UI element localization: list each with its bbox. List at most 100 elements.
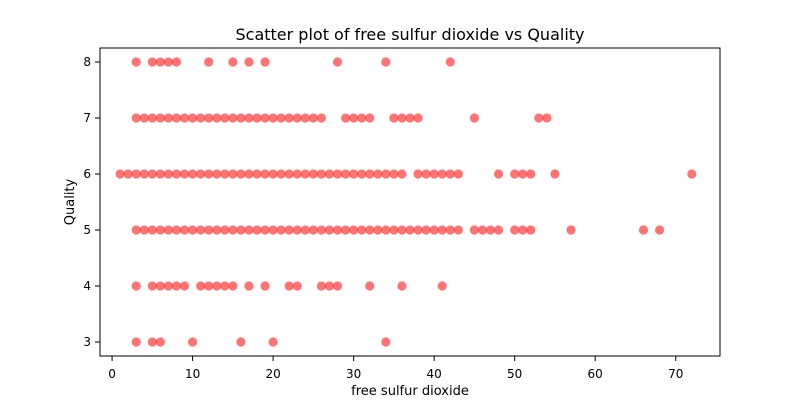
data-point (638, 225, 649, 235)
data-point (163, 281, 174, 291)
x-tick-label: 20 (265, 367, 280, 381)
x-axis-label: free sulfur dioxide (351, 384, 469, 399)
data-point (389, 225, 399, 235)
data-point (187, 113, 198, 123)
data-point (196, 113, 206, 123)
data-point (155, 225, 165, 235)
data-point (252, 113, 262, 123)
chart-title: Scatter plot of free sulfur dioxide vs Q… (235, 25, 584, 44)
data-point (349, 225, 359, 235)
data-point (316, 225, 327, 235)
data-point (534, 113, 544, 123)
plot-frame (99, 47, 721, 357)
data-point (204, 113, 214, 123)
data-point (204, 57, 214, 67)
data-point (276, 225, 286, 235)
data-point (276, 169, 286, 179)
data-point (220, 281, 230, 291)
data-point (389, 113, 399, 123)
data-point (308, 113, 318, 123)
data-point (204, 225, 214, 235)
data-point (147, 57, 157, 67)
data-point (308, 225, 318, 235)
data-point (357, 225, 367, 235)
x-tick-label: 50 (507, 367, 522, 381)
data-point (316, 113, 327, 123)
data-point (429, 169, 439, 179)
y-tick-label: 7 (83, 111, 91, 125)
data-point (518, 169, 528, 179)
data-point (228, 169, 238, 179)
y-axis: 3 4 5 6 7 8 (83, 55, 100, 349)
data-point (413, 169, 423, 179)
data-point (445, 169, 455, 179)
data-point (445, 225, 455, 235)
data-point (131, 225, 141, 235)
data-point (220, 225, 230, 235)
data-point (236, 225, 246, 235)
data-point (413, 113, 423, 123)
data-point (187, 337, 198, 347)
data-point (228, 113, 238, 123)
data-point (131, 57, 141, 67)
x-tick-label: 10 (185, 367, 200, 381)
data-point (171, 225, 182, 235)
data-point (340, 113, 351, 123)
data-point (542, 113, 552, 123)
data-point (292, 225, 302, 235)
data-point (381, 57, 391, 67)
data-point (179, 225, 190, 235)
data-point (244, 281, 254, 291)
data-point (373, 225, 383, 235)
data-point (196, 281, 206, 291)
data-point (260, 225, 270, 235)
data-point (147, 281, 157, 291)
data-point (566, 225, 576, 235)
data-point (292, 113, 302, 123)
data-point (196, 225, 206, 235)
data-point (510, 225, 520, 235)
data-point (550, 169, 560, 179)
data-point (155, 337, 165, 347)
data-point (252, 225, 262, 235)
data-point (260, 169, 270, 179)
data-point (477, 225, 488, 235)
data-point (131, 113, 141, 123)
data-point (284, 113, 294, 123)
data-point (349, 113, 359, 123)
data-point (228, 57, 238, 67)
data-point (147, 337, 157, 347)
data-point (147, 225, 157, 235)
data-point (204, 169, 214, 179)
y-tick-label: 3 (83, 335, 91, 349)
data-point (324, 281, 335, 291)
data-point (244, 57, 254, 67)
data-point (526, 225, 536, 235)
data-point (324, 225, 335, 235)
data-point (437, 281, 447, 291)
data-point (155, 113, 165, 123)
data-points (115, 57, 697, 347)
data-point (453, 225, 463, 235)
data-point (115, 169, 125, 179)
data-point (365, 281, 375, 291)
data-point (204, 281, 214, 291)
data-point (171, 169, 182, 179)
data-point (212, 169, 222, 179)
data-point (268, 113, 278, 123)
data-point (357, 169, 367, 179)
data-point (349, 169, 359, 179)
data-point (340, 169, 351, 179)
data-point (228, 281, 238, 291)
y-tick-label: 8 (83, 55, 91, 69)
y-tick-label: 5 (83, 223, 91, 237)
data-point (308, 169, 318, 179)
data-point (332, 225, 343, 235)
data-point (429, 225, 439, 235)
data-point (292, 169, 302, 179)
data-point (276, 113, 286, 123)
y-tick-label: 4 (83, 279, 91, 293)
data-point (131, 281, 141, 291)
